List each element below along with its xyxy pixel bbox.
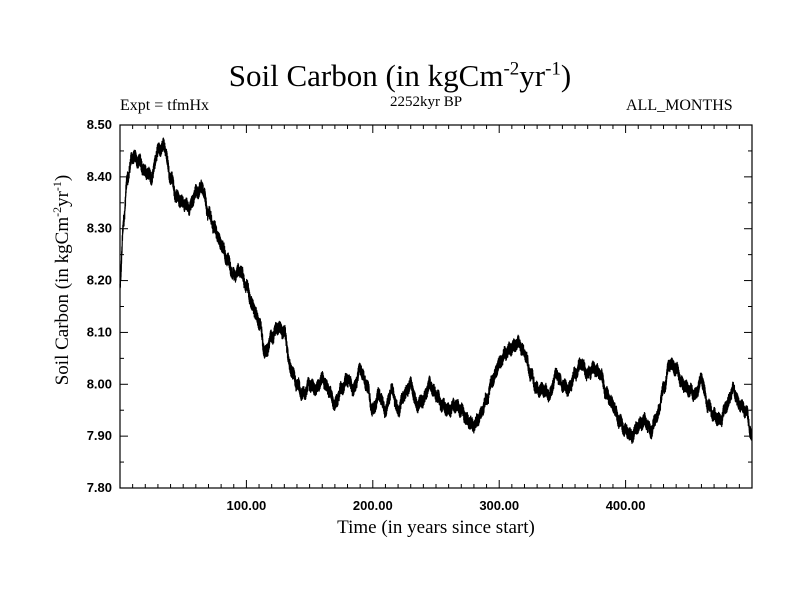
chart-subtitle: 2252kyr BP — [390, 94, 463, 110]
x-tick-label: 300.00 — [479, 498, 519, 513]
x-axis-label: Time (in years since start) — [337, 517, 535, 538]
y-tick-label: 7.80 — [87, 480, 112, 495]
chart-title: Soil Carbon (in kgCm-2yr-1) — [228, 58, 572, 93]
months-label: ALL_MONTHS — [626, 97, 733, 114]
x-tick-label: 100.00 — [227, 498, 267, 513]
y-tick-label: 8.40 — [87, 169, 112, 184]
y-tick-label: 7.90 — [87, 428, 112, 443]
experiment-label: Expt = tfmHx — [120, 97, 210, 114]
x-tick-label: 400.00 — [606, 498, 646, 513]
title-exponent-2: -1 — [545, 58, 561, 80]
title-exponent-1: -2 — [503, 58, 520, 80]
series-line — [119, 137, 753, 444]
y-tick-label: 8.00 — [87, 376, 112, 391]
x-tick-label: 200.00 — [353, 498, 393, 513]
y-tick-label: 8.50 — [87, 117, 112, 132]
y-tick-label: 8.20 — [87, 273, 112, 288]
plot-frame — [119, 124, 753, 489]
y-tick-label: 8.30 — [87, 221, 112, 236]
y-tick-label: 8.10 — [87, 324, 112, 339]
